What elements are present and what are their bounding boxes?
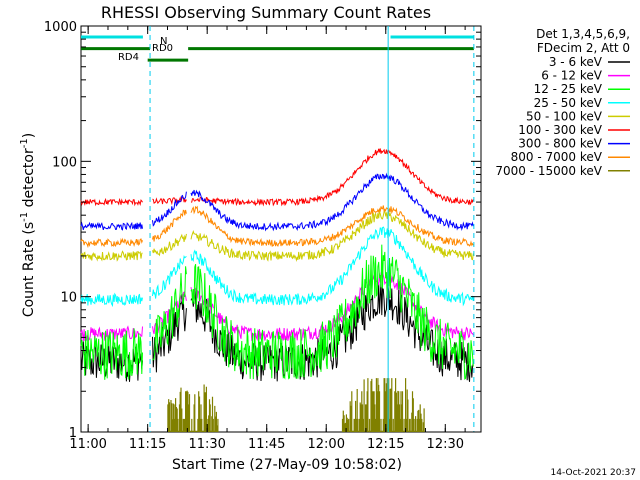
state-label-n: N (160, 36, 167, 47)
series-line-6 (80, 172, 474, 232)
y-tick-label-0: 1 (69, 426, 77, 441)
series-group (80, 148, 474, 432)
legend-label-5: 100 - 300 keV (518, 123, 602, 137)
series-line-5 (80, 148, 474, 207)
x-tick-label-0: 11:00 (69, 437, 106, 452)
y-axis-label: Count Rate (s-1 detector-1) (19, 133, 37, 317)
legend-label-6: 300 - 800 keV (518, 137, 602, 151)
x-tick-label-5: 12:15 (367, 437, 404, 452)
series-line-8 (167, 378, 425, 432)
y-tick-label-2: 100 (52, 155, 77, 170)
legend-label-1: 6 - 12 keV (541, 69, 603, 83)
legend-label-3: 25 - 50 keV (534, 96, 603, 110)
x-tick-label-6: 12:30 (427, 437, 464, 452)
legend-header-detectors: Det 1,3,4,5,6,9, (536, 27, 630, 41)
legend-label-2: 12 - 25 keV (534, 82, 603, 96)
generated-timestamp: 14-Oct-2021 20:37 (551, 468, 636, 478)
legend-label-7: 800 - 7000 keV (511, 150, 603, 164)
series-line-7 (80, 205, 474, 249)
x-tick-label-1: 11:15 (129, 437, 166, 452)
series-line-3 (80, 226, 474, 308)
state-label-rd4: RD4 (118, 52, 139, 63)
x-tick-label-3: 11:45 (248, 437, 285, 452)
legend-label-4: 50 - 100 keV (526, 109, 603, 123)
x-tick-label-2: 11:30 (188, 437, 225, 452)
state-label-rd0: RD0 (152, 43, 173, 54)
series-line-4 (80, 210, 474, 263)
axes: 11:00 11:15 11:30 11:45 12:00 12:15 12:30 1 10 10… (44, 20, 481, 452)
x-tick-label-4: 12:00 (308, 437, 345, 452)
plot-frame (80, 25, 482, 433)
series-line-2 (80, 244, 474, 380)
chart-title: RHESSI Observing Summary Count Rates (101, 3, 431, 22)
legend-label-8: 7000 - 15000 keV (495, 164, 602, 178)
x-axis-label: Start Time (27-May-09 10:58:02) (172, 457, 402, 473)
y-tick-label-1: 10 (60, 291, 77, 306)
vertical-markers (149, 26, 475, 432)
legend: Det 1,3,4,5,6,9, FDecim 2, Att 0 3 - 6 k… (495, 27, 630, 178)
legend-header-decimation: FDecim 2, Att 0 (537, 41, 630, 55)
plot-area (80, 25, 482, 433)
legend-label-0: 3 - 6 keV (549, 55, 603, 69)
y-tick-label-3: 1000 (44, 20, 77, 35)
